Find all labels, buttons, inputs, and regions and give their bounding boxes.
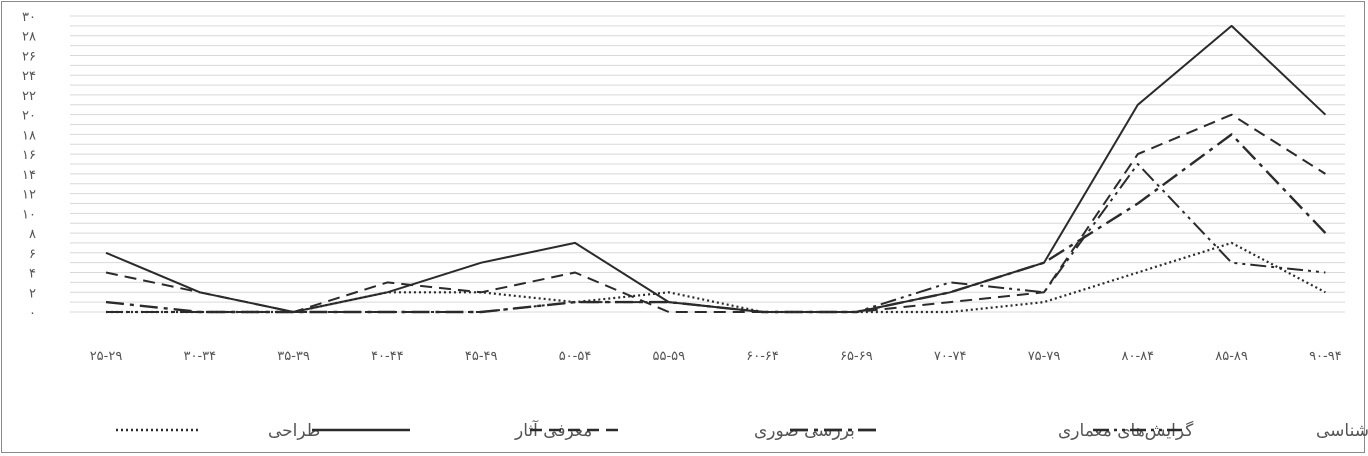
y-tick-label: ۸ [29, 227, 36, 242]
y-tick-label: ۱۸ [22, 128, 36, 143]
legend-label: سبک‌شناسی [1316, 421, 1368, 441]
x-tick-label: ۸۰-۸۴ [1121, 349, 1154, 364]
legend-item: سبک‌شناسی [1093, 421, 1368, 441]
y-tick-label: ۲۴ [22, 69, 36, 84]
y-tick-label: ۴ [29, 267, 36, 282]
y-tick-label: ۲۸ [22, 30, 36, 45]
series-line-dash-dot-dot [106, 163, 1326, 313]
x-tick-label: ۴۵-۴۹ [465, 349, 498, 364]
x-tick-label: ۶۰-۶۴ [746, 349, 779, 364]
legend-label: گرایش‌های معماری [1058, 420, 1194, 441]
series-line-dotted [106, 241, 1326, 314]
x-axis: ۲۵-۲۹ ۳۰-۳۴ ۳۵-۳۹ ۴۰-۴۴ ۴۵-۴۹ ۵۰-۵۴ ۵۵-۵۹ ۶۰-۶۴… [90, 349, 1342, 364]
legend: طراحی معرفی آثار بررسی صوری گرایش‌های معمار… [116, 419, 1368, 441]
y-tick-label: ۲۰ [22, 109, 36, 124]
x-tick-label: ۵۵-۵۹ [652, 349, 685, 364]
x-tick-label: ۷۵-۷۹ [1028, 349, 1061, 364]
gridlines [70, 15, 1345, 313]
y-tick-label: ۳۰ [22, 10, 36, 25]
series-line-solid [105, 24, 1327, 313]
series-line-dashed [105, 113, 1326, 313]
y-tick-label: ۲۶ [22, 49, 36, 64]
x-tick-label: ۵۰-۵۴ [559, 349, 592, 364]
y-tick-label: ۱۲ [22, 188, 36, 203]
x-tick-label: ۶۵-۶۹ [840, 349, 873, 364]
y-tick-label: ۰ [29, 306, 36, 321]
y-tick-label: ۲ [29, 286, 36, 301]
y-tick-label: ۱۰ [22, 207, 36, 222]
x-tick-label: ۷۰-۷۴ [934, 349, 967, 364]
legend-label: طراحی [268, 421, 320, 441]
series-lines [105, 24, 1327, 314]
x-tick-label: ۳۵-۳۹ [277, 349, 310, 364]
x-tick-label: ۳۰-۳۴ [183, 349, 216, 364]
legend-item: گرایش‌های معماری [790, 420, 1194, 441]
x-tick-label: ۸۵-۸۹ [1215, 349, 1248, 364]
x-tick-label: ۲۵-۲۹ [90, 349, 123, 364]
y-tick-label: ۲۲ [22, 89, 36, 104]
y-tick-label: ۱۴ [22, 168, 36, 183]
x-tick-label: ۴۰-۴۴ [371, 349, 404, 364]
y-tick-label: ۶ [29, 247, 36, 262]
x-tick-label: ۹۰-۹۴ [1309, 349, 1342, 364]
legend-item: طراحی [116, 421, 320, 441]
y-tick-label: ۱۶ [22, 148, 36, 163]
